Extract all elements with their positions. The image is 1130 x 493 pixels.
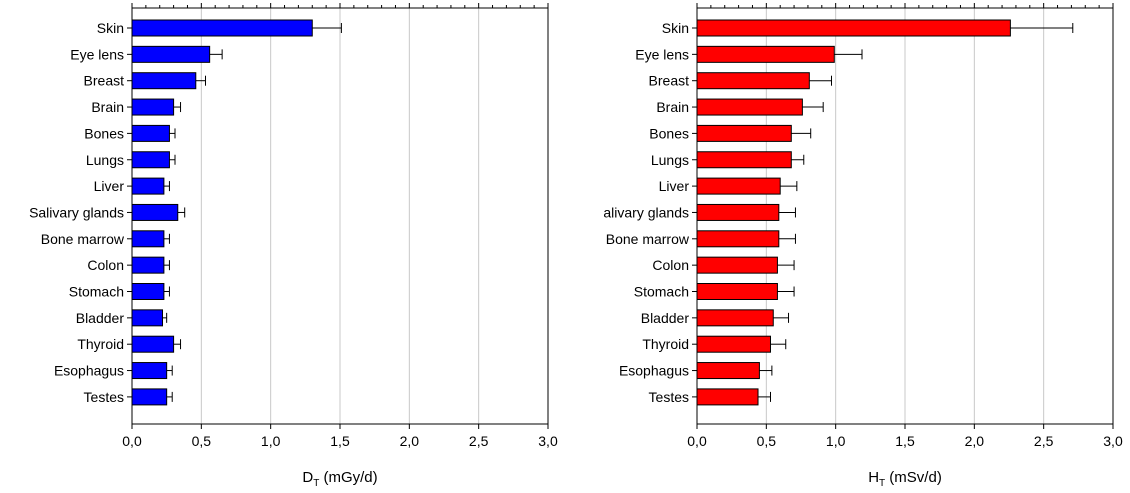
category-label-15: Testes [84, 389, 124, 405]
category-label-14: Esophagus [54, 363, 124, 379]
category-label-10: Colon [87, 257, 124, 273]
x-tick-label-3: 1,0 [826, 433, 846, 449]
category-label-1: Skin [662, 20, 689, 36]
x-axis-title: DT (mGy/d) [302, 469, 377, 489]
category-label-11: Stomach [69, 284, 124, 300]
category-label-3: Breast [84, 73, 125, 89]
x-tick-label-1: 0,0 [122, 433, 142, 449]
chart-panel-1: Skin Eye lens Breast Brain Bones Lungs Liver Sa… [29, 3, 558, 489]
category-label-3: Breast [649, 73, 690, 89]
x-tick-label-4: 1,5 [895, 433, 915, 449]
x-tick-label-7: 3,0 [1103, 433, 1123, 449]
x-tick-label-2: 0,5 [757, 433, 777, 449]
x-tick-label-5: 2,0 [400, 433, 420, 449]
x-tick-label-1: 0,0 [687, 433, 707, 449]
bar-4 [696, 98, 803, 116]
bar-15 [696, 388, 759, 406]
category-label-12: Bladder [76, 310, 125, 326]
category-label-8: Salivary glands [29, 204, 124, 220]
bar-9 [696, 230, 780, 248]
bar-4 [131, 98, 175, 116]
bar-13 [131, 335, 175, 353]
bar-6 [696, 151, 792, 169]
category-label-4: Brain [656, 99, 689, 115]
x-tick-label-4: 1,5 [330, 433, 350, 449]
x-axis-title-subscript: T [313, 478, 319, 489]
x-axis-title-main: D [302, 469, 313, 486]
bar-5 [131, 124, 170, 142]
category-label-12: Bladder [641, 310, 690, 326]
category-label-9: Bone marrow [41, 231, 125, 247]
x-axis-title: HT (mSv/d) [868, 469, 942, 489]
bar-6 [131, 151, 170, 169]
category-label-10: Colon [652, 257, 689, 273]
x-tick-label-6: 2,5 [469, 433, 489, 449]
bar-3 [696, 72, 810, 90]
bar-12 [696, 309, 774, 327]
bar-11 [131, 283, 165, 300]
x-tick-label-3: 1,0 [261, 433, 281, 449]
bar-8 [131, 203, 179, 221]
bar-14 [131, 362, 168, 380]
x-axis-title-subscript: T [879, 478, 885, 489]
bar-5 [696, 124, 792, 142]
category-label-6: Lungs [651, 152, 689, 168]
category-label-6: Lungs [86, 152, 124, 168]
x-axis-title-rest: (mGy/d) [319, 469, 377, 486]
bar-1 [696, 19, 1011, 37]
bar-2 [131, 45, 211, 63]
bar-11 [696, 283, 778, 300]
category-label-5: Bones [649, 125, 689, 141]
category-label-5: Bones [84, 125, 124, 141]
bar-15 [131, 388, 168, 406]
category-label-9: Bone marrow [606, 231, 690, 247]
bar-14 [696, 362, 760, 380]
category-label-15: Testes [649, 389, 689, 405]
x-axis-title-main: H [868, 469, 879, 486]
x-tick-label-5: 2,0 [965, 433, 985, 449]
bar-8 [696, 203, 780, 221]
chart-panel-2: Skin Eye lens Breast Brain Bones Lungs Liver al… [603, 3, 1123, 489]
x-tick-label-7: 3,0 [538, 433, 558, 449]
bar-10 [696, 256, 778, 274]
bar-12 [131, 309, 164, 327]
bar-1 [131, 19, 313, 37]
category-label-13: Thyroid [642, 336, 689, 352]
category-label-11: Stomach [634, 284, 689, 300]
bar-7 [131, 177, 165, 195]
bar-9 [131, 230, 165, 248]
category-label-14: Esophagus [619, 363, 689, 379]
category-label-8: alivary glands [603, 204, 689, 220]
category-label-2: Eye lens [70, 46, 124, 62]
category-label-13: Thyroid [77, 336, 124, 352]
category-label-7: Liver [659, 178, 690, 194]
x-tick-label-2: 0,5 [192, 433, 212, 449]
x-tick-label-6: 2,5 [1034, 433, 1054, 449]
category-label-2: Eye lens [635, 46, 689, 62]
x-axis-title-rest: (mSv/d) [885, 469, 942, 486]
bar-10 [131, 256, 165, 274]
category-label-7: Liver [94, 178, 125, 194]
bar-7 [696, 177, 781, 195]
bar-3 [131, 72, 197, 90]
category-label-4: Brain [91, 99, 124, 115]
bar-2 [696, 45, 835, 63]
bar-13 [696, 335, 771, 353]
category-label-1: Skin [97, 20, 124, 36]
